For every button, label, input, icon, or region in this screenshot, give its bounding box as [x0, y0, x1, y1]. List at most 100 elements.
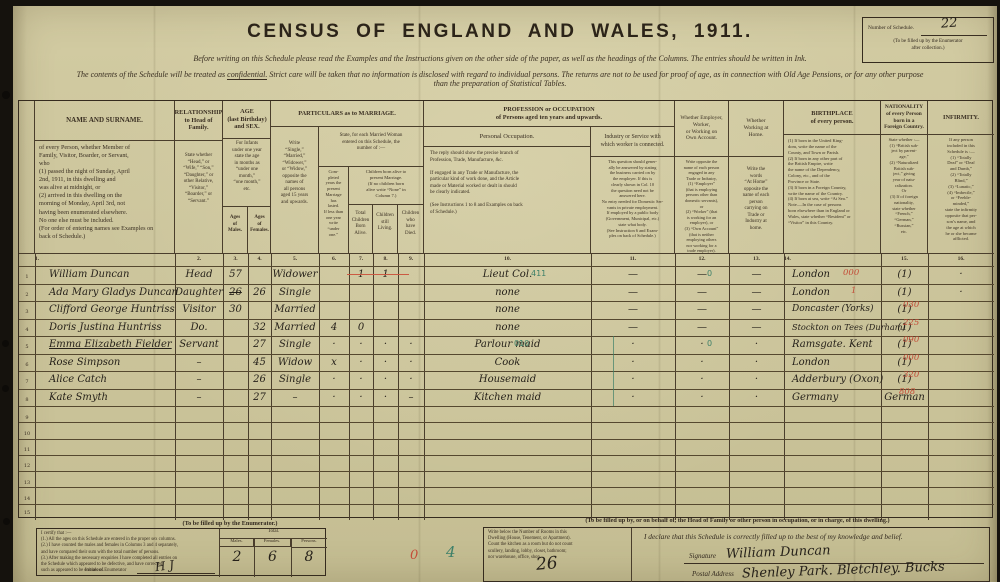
cell-marriage: Married — [274, 321, 316, 333]
cell-industry: — — [628, 304, 638, 315]
cell-nationality: (1) — [897, 356, 912, 368]
table-row: 2 Ada Mary Gladys Duncan Daughter 26 26 … — [19, 284, 994, 302]
grid-line — [19, 388, 994, 390]
col-age-desc: For Infants under one year state the age… — [223, 139, 271, 207]
initials-value: H J — [154, 557, 175, 575]
col-number: 7. — [358, 256, 364, 262]
cell-years-married: · — [332, 391, 336, 403]
cell-nationality: German — [884, 391, 925, 403]
grid-line — [319, 254, 320, 520]
cell-birthplace: Ramsgate. Kent — [792, 339, 873, 350]
cell-children-living: · — [383, 356, 388, 368]
row-number: 11 — [23, 447, 31, 453]
cell-marriage: Single — [278, 374, 311, 385]
cell-name: Rose Simpson — [49, 356, 121, 368]
red-code: 320 — [903, 370, 920, 380]
cell-children-born: · — [359, 391, 363, 403]
col11-desc: This question should gener- ally be answ… — [591, 157, 675, 253]
cell-occupation: Lieut Col. — [482, 269, 533, 280]
teal-annotation: 4 — [446, 543, 456, 561]
cell-years-married: x — [331, 356, 337, 368]
cell-employer-status: — — [697, 321, 707, 333]
col7-label: Total Children Born Alive. — [349, 205, 373, 253]
green-code: 0 — [707, 269, 713, 278]
grid-line — [729, 254, 730, 520]
married-woman-note: State, for each Married Woman entered on… — [319, 127, 424, 167]
grid-line — [19, 266, 994, 267]
col12-title: Whether Employer, Worker, or Working on … — [675, 101, 729, 157]
cell-age-female: 26 — [253, 286, 266, 298]
col14-desc: (1) If born in the United King- dom, wri… — [784, 135, 881, 253]
red-code: 000 — [843, 268, 860, 278]
punch-hole — [2, 385, 9, 392]
table-body: 1. 2. 3. 4. 5. 6. 7. 8. 9. 10. 11. 12. 1… — [19, 253, 994, 520]
cell-occupation: none — [495, 304, 520, 315]
cell-age-female: 26 — [253, 374, 266, 385]
cell-employer-status: · — [700, 374, 704, 385]
col-number: 11. — [629, 256, 637, 262]
persons-label: Persons. — [291, 538, 327, 548]
grid-line — [19, 301, 994, 302]
green-code: 411 — [531, 269, 547, 278]
grid-line — [19, 283, 994, 285]
red-strike-mark — [347, 274, 409, 276]
grid-line — [254, 538, 255, 577]
grid-line — [424, 254, 425, 520]
initials-line — [137, 573, 215, 574]
cell-birthplace: Adderbury (Oxon) — [792, 374, 884, 385]
initials-label: Initials of Enumerator — [85, 568, 127, 573]
col-age-title: AGE (last Birthday) and SEX. — [223, 101, 271, 139]
cell-children-died: · — [409, 374, 413, 385]
cell-at-home: — — [751, 304, 762, 315]
cell-employer-status: — — [697, 269, 707, 280]
householder-box: Write below the Number of Rooms in this … — [483, 527, 990, 582]
cell-industry: · — [631, 339, 635, 350]
cell-at-home: — — [751, 286, 762, 298]
cell-children-born: · — [359, 374, 363, 385]
row-number: 10 — [23, 431, 31, 437]
females-total: 6 — [268, 549, 277, 565]
cell-relationship: – — [196, 356, 202, 368]
grid-line — [398, 254, 399, 520]
col-number: 2. — [196, 256, 202, 262]
grid-line — [19, 371, 994, 372]
declaration-text: I declare that this Schedule is correctl… — [644, 532, 903, 541]
schedule-number-label: Number of Schedule. — [868, 25, 914, 31]
schedule-number-box: Number of Schedule. 22 (To be filled up … — [862, 15, 994, 63]
grid-line — [19, 471, 994, 473]
table-row: 6 Rose Simpson – 45 Widow x · · · Cook ·… — [19, 353, 994, 372]
col-number: 14. — [784, 256, 791, 262]
cell-children-died: · — [409, 339, 413, 350]
col-name-desc: of every Person, whether Member of Famil… — [35, 141, 175, 253]
grid-line — [19, 454, 994, 456]
col13-desc: Write the words “At Home” opposite the n… — [729, 157, 784, 253]
row-number: 14 — [23, 496, 31, 502]
cell-at-home: · — [754, 356, 759, 368]
col-number: 4. — [257, 256, 262, 262]
punch-hole — [2, 91, 10, 99]
cell-age-female: 27 — [253, 339, 266, 350]
rooms-cell: Write below the Number of Rooms in this … — [484, 528, 632, 582]
col10-subtitle: Personal Occupation. — [424, 127, 591, 147]
cell-birthplace: London — [792, 286, 830, 298]
col16-desc: If any person included in this Schedule … — [945, 137, 977, 242]
persons-total: 8 — [304, 549, 314, 565]
householder-section-heading: (To be filled up by, or on behalf of, th… — [585, 517, 890, 524]
grid-line — [35, 254, 36, 520]
col13-title: Whether Working at Home. — [729, 101, 784, 157]
cell-industry: — — [628, 286, 638, 298]
cell-occupation: Housemaid — [478, 374, 537, 385]
marriage-group-title: PARTICULARS as to MARRIAGE. — [271, 101, 424, 127]
col9-label: Children who have Died. — [398, 205, 424, 253]
table-row: 3 Clifford George Huntriss Visitor 30 Ma… — [19, 300, 994, 319]
paper-crease — [418, 6, 421, 582]
age-column-border — [223, 101, 271, 253]
col-number: 10. — [504, 256, 511, 262]
cell-age-male: 57 — [229, 269, 242, 280]
cell-relationship: Visitor — [182, 304, 216, 315]
paper-crease — [153, 6, 156, 582]
cell-infirmity: · — [959, 286, 963, 298]
row-number: 2 — [25, 291, 29, 298]
cell-age-female: 32 — [253, 321, 266, 333]
